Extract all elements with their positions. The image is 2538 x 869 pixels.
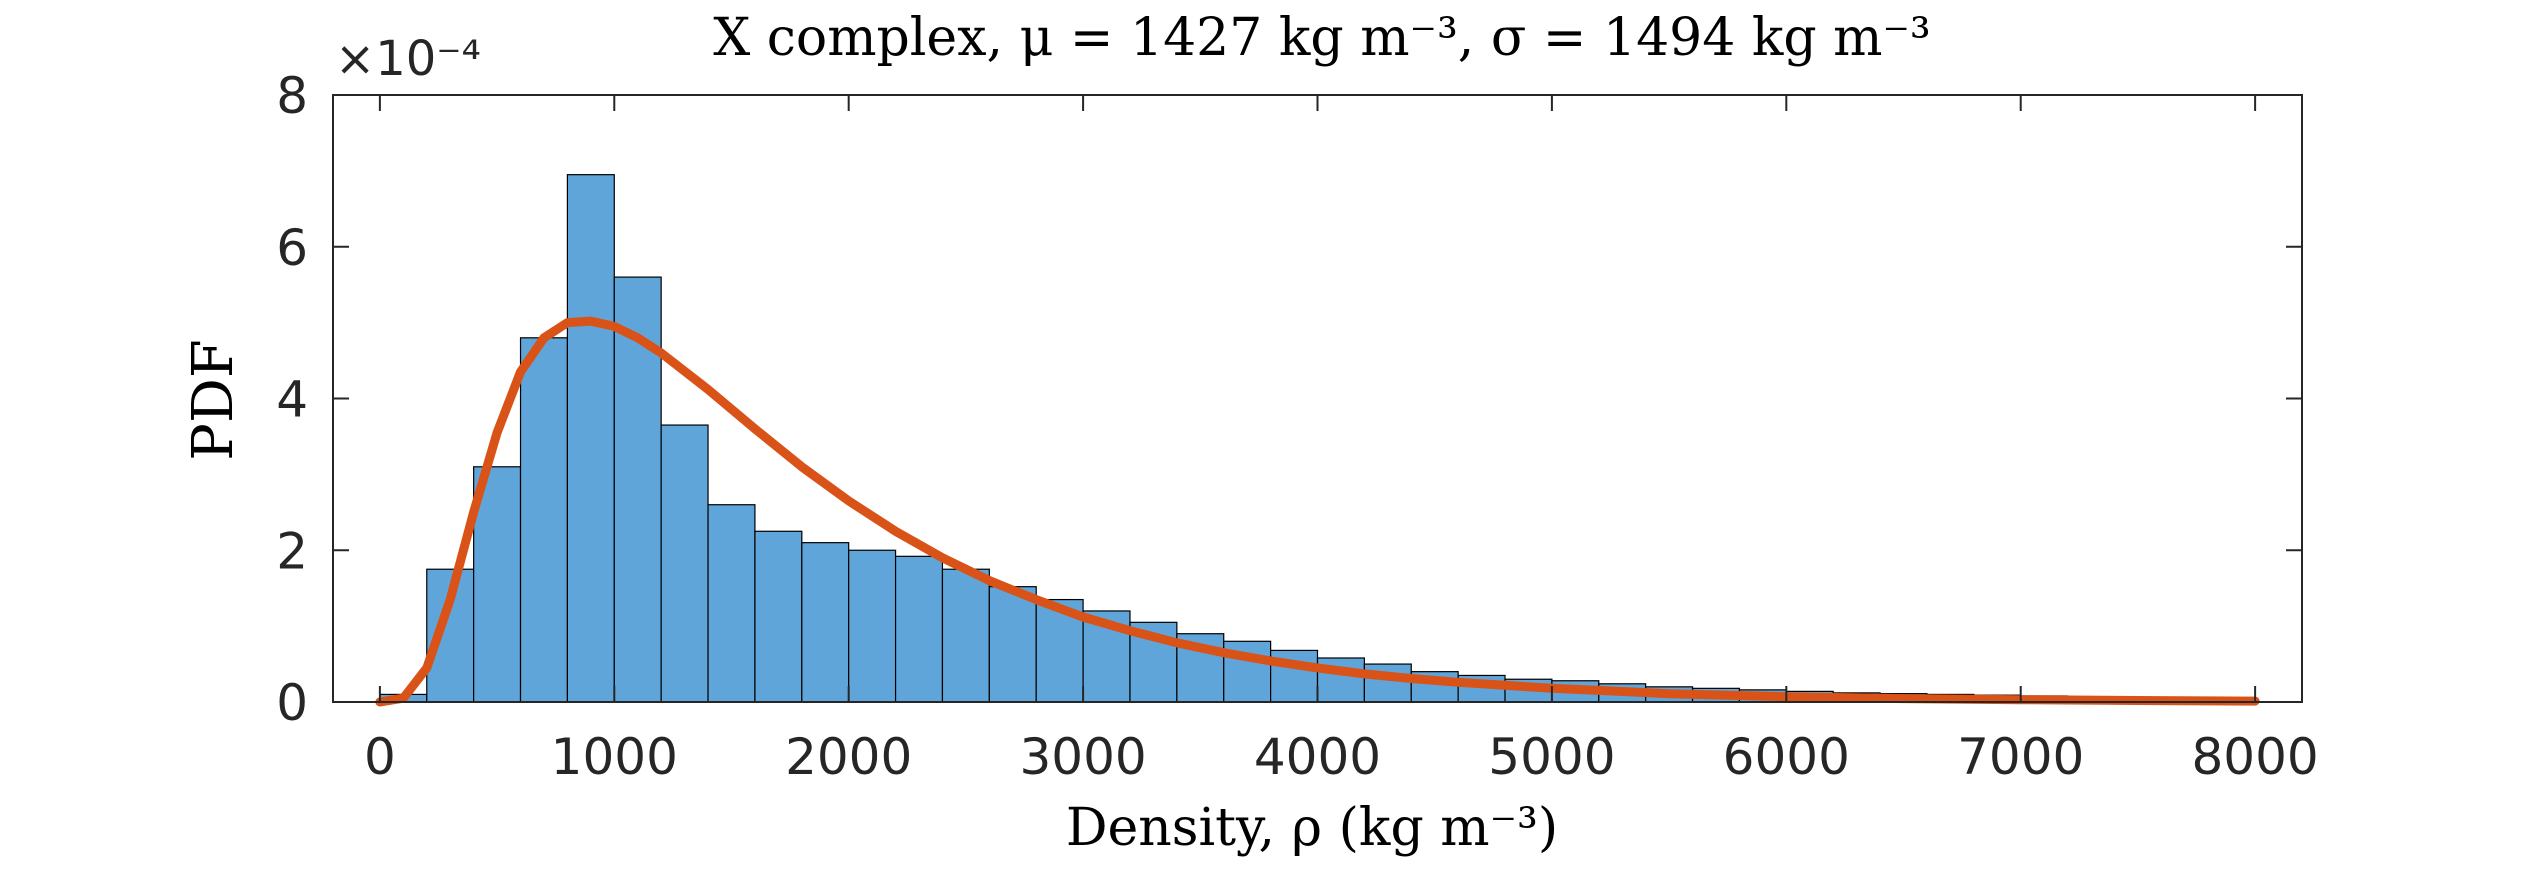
- fit-curve-layer: [375, 316, 2260, 707]
- x-tick-label: 2000: [785, 728, 912, 786]
- histogram-bar: [894, 555, 944, 703]
- histogram-bar: [566, 174, 615, 703]
- x-tick-label: 5000: [1488, 728, 1615, 786]
- x-tick-label: 4000: [1254, 728, 1381, 786]
- histogram-bar: [801, 542, 850, 703]
- x-tick-label: 1000: [551, 728, 678, 786]
- y-tick-label: 0: [276, 674, 308, 732]
- histogram-bar: [660, 424, 709, 703]
- histogram-bar: [754, 530, 803, 703]
- y-tick-label: 4: [276, 371, 308, 429]
- y-axis-exponent-label: ×10⁻⁴: [335, 31, 481, 87]
- histogram-bars: [379, 174, 2256, 703]
- histogram-bar: [941, 568, 990, 703]
- x-tick-label: 3000: [1019, 728, 1146, 786]
- y-tick-label: 8: [276, 67, 308, 125]
- chart-title: X complex, μ = 1427 kg m⁻³, σ = 1494 kg …: [713, 8, 1931, 68]
- x-tick-label: 0: [364, 728, 396, 786]
- histogram-bar: [988, 586, 1037, 703]
- y-tick-label: 2: [276, 522, 308, 580]
- x-tick-label: 6000: [1723, 728, 1850, 786]
- fit-curve-line: [375, 316, 2260, 707]
- histogram-bar: [519, 337, 569, 703]
- y-axis-label: PDF: [181, 339, 246, 460]
- axis-ticks: 0 1000 2000 3000 4000 5000 6000 7000 8000 0 2 4 6 8: [276, 67, 2319, 786]
- x-tick-label: 7000: [1957, 728, 2084, 786]
- histogram-bar: [707, 504, 756, 703]
- histogram-bar: [1363, 663, 1412, 703]
- histogram-bar: [848, 549, 897, 703]
- y-tick-label: 6: [276, 219, 308, 277]
- x-tick-label: 8000: [2191, 728, 2318, 786]
- x-axis-label: Density, ρ (kg m⁻³): [1066, 798, 1558, 858]
